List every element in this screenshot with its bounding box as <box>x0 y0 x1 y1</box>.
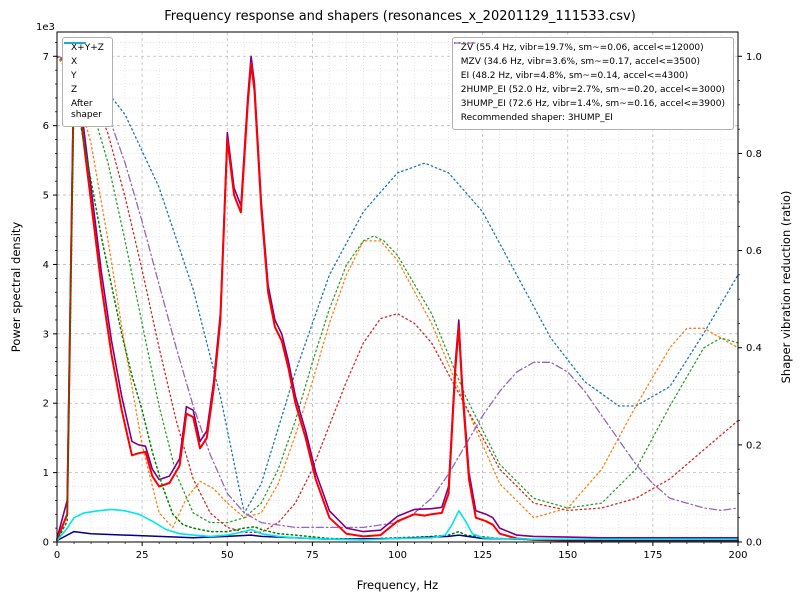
legend-entry-label: 3HUMP_EI (72.6 Hz, vibr=1.4%, sm~=0.16, … <box>460 99 725 109</box>
legend-swatch-empty <box>453 38 477 48</box>
series-after-shaper <box>56 508 739 542</box>
y-left-tick-label: 3 <box>43 329 49 340</box>
y-left-tick-label: 2 <box>43 399 49 410</box>
legend-entry-label: MZV (34.6 Hz, vibr=3.6%, sm~=0.17, accel… <box>460 57 700 67</box>
series-ei-(48.2-hz,-vibr=4. <box>56 55 739 524</box>
legend-entry: Y <box>64 42 104 82</box>
legend-entry: Z <box>64 42 104 96</box>
x-tick-label: 50 <box>221 550 234 561</box>
legend-swatch-line <box>64 42 86 44</box>
series-3hump_ei-(72.6-hz,-v <box>56 55 739 529</box>
series-psd <box>56 55 739 542</box>
x-tick-label: 150 <box>558 550 577 561</box>
y-left-tick-label: 6 <box>43 121 49 132</box>
y-left-tick-label: 0 <box>43 538 49 549</box>
series-y <box>56 90 739 542</box>
y-left-tick-label: 7 <box>43 52 49 63</box>
series-shapers <box>56 55 739 533</box>
series-x <box>56 62 739 542</box>
legend-shapers: ZV (55.4 Hz, vibr=19.7%, sm~=0.06, accel… <box>451 37 734 130</box>
y-left-tick-label: 5 <box>43 191 49 202</box>
x-tick-label: 200 <box>728 550 747 561</box>
legend-entry-label: 2HUMP_EI (52.0 Hz, vibr=2.7%, sm~=0.20, … <box>460 85 725 95</box>
series-2hump_ei-(52.0-hz,-v <box>56 55 739 533</box>
legend-entry: After shaper <box>64 42 104 121</box>
series-x+y+z <box>56 55 739 540</box>
legend-entry: 2HUMP_EI (52.0 Hz, vibr=2.7%, sm~=0.20, … <box>453 42 725 96</box>
x-tick-label: 125 <box>473 550 492 561</box>
x-tick-label: 0 <box>54 550 60 561</box>
legend-entry-label: Recommended shaper: 3HUMP_EI <box>460 113 613 123</box>
x-tick-label: 175 <box>643 550 662 561</box>
legend-entry-label: X <box>71 57 78 67</box>
chart-title: Frequency response and shapers (resonanc… <box>164 9 636 24</box>
legend-entry-label: EI (48.2 Hz, vibr=4.8%, sm~=0.14, accel<… <box>460 71 689 81</box>
legend-entry: ZV (55.4 Hz, vibr=19.7%, sm~=0.06, accel… <box>453 42 725 54</box>
legend-entry: X <box>64 42 104 68</box>
legend-entry: MZV (34.6 Hz, vibr=3.6%, sm~=0.17, accel… <box>453 42 725 68</box>
legend-entry-label: Z <box>71 85 78 95</box>
y-right-tick-label: 1.0 <box>746 52 762 63</box>
series-z <box>56 530 739 542</box>
x-tick-label: 75 <box>306 550 319 561</box>
ticks: 0 25 50 75 100 125 150 175 200 0 1 2 3 4 5 6 7 0.0 0.2 0.4 0… <box>43 42 762 561</box>
legend-entry: Recommended shaper: 3HUMP_EI <box>461 113 725 124</box>
y-right-tick-label: 0.4 <box>746 343 762 354</box>
y-axis-multiplier: 1e3 <box>36 22 55 33</box>
series-mzv-(34.6-hz,-vibr=3 <box>56 55 739 529</box>
legend-entry: EI (48.2 Hz, vibr=4.8%, sm~=0.14, accel<… <box>453 42 725 82</box>
legend-entry: 3HUMP_EI (72.6 Hz, vibr=1.4%, sm~=0.16, … <box>453 42 725 110</box>
legend-entry-label: Y <box>71 71 77 81</box>
y-right-tick-label: 0.8 <box>746 149 762 160</box>
y-axis-label-right: Shaper vibration reduction (ratio) <box>779 190 793 384</box>
legend-entry-label: X+Y+Z <box>71 43 104 53</box>
legend-entry-label: After shaper <box>71 99 102 120</box>
series-zv-(55.4-hz,-vibr=19 <box>56 55 739 514</box>
y-left-tick-label: 1 <box>43 468 49 479</box>
legend-psd: X+Y+Z X Y Z After shaper <box>62 37 113 127</box>
y-right-tick-label: 0.0 <box>746 538 762 549</box>
x-tick-label: 100 <box>388 550 407 561</box>
x-tick-label: 25 <box>136 550 149 561</box>
y-right-tick-label: 0.6 <box>746 246 762 257</box>
legend-swatch-line <box>453 42 476 44</box>
y-axis-label-left: Power spectral density <box>9 221 23 353</box>
legend-entry-label: ZV (55.4 Hz, vibr=19.7%, sm~=0.06, accel… <box>460 43 704 53</box>
x-axis-label: Frequency, Hz <box>356 578 439 592</box>
y-left-tick-label: 4 <box>43 260 49 271</box>
y-right-tick-label: 0.2 <box>746 440 762 451</box>
